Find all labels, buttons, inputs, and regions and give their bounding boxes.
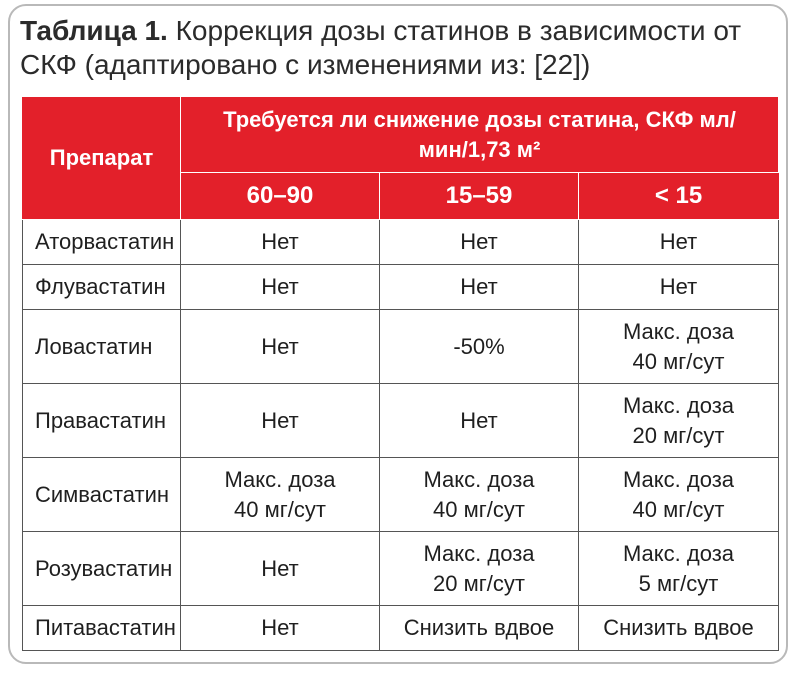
table-cell: Макс. доза 40 мг/сут [577,457,780,532]
cell-line: Макс. доза [622,318,735,344]
drug-name: Розувастатин [22,531,181,606]
cell-line: 40 мг/сут [234,496,326,522]
table-cell: -50% [379,309,579,384]
cell-line: 20 мг/сут [632,422,725,448]
table-cell: Нет [180,531,380,606]
table-cell: Макс. доза 40 мг/сут [180,457,380,532]
cell-line: 40 мг/сут [433,496,525,522]
cell-line: Макс. доза [224,466,336,492]
table-cell: Макс. доза 20 мг/сут [577,383,780,458]
cell-line: Макс. доза [622,540,735,566]
drug-name: Питавастатин [22,605,181,651]
cell-line: 40 мг/сут [632,496,725,522]
drug-name: Флувастатин [22,264,181,310]
drug-name: Аторвастатин [22,219,181,265]
table-cell: Макс. доза 40 мг/сут [577,309,780,384]
caption-lead: Таблица 1. [20,15,168,46]
band-header-60-90: 60–90 [180,172,380,220]
cell-line: Макс. доза [423,540,535,566]
statin-dose-table: Препарат Требуется ли снижение дозы стат… [22,96,780,651]
cell-line: Макс. доза [423,466,535,492]
table-row: Питавастатин Нет Снизить вдвое Снизить в… [22,605,780,651]
gfr-group-header: Требуется ли снижение дозы статина, СКФ … [179,96,780,173]
cell-line: 40 мг/сут [632,348,725,374]
table-row: Правастатин Нет Нет Макс. доза 20 мг/сут [22,383,780,458]
table-cell: Нет [180,219,380,265]
drug-column-header: Препарат [22,96,181,220]
table-row: Симвастатин Макс. доза 40 мг/сут Макс. д… [22,457,780,532]
table-cell: Нет [180,605,380,651]
table-cell: Снизить вдвое [379,605,579,651]
cell-line: 20 мг/сут [433,570,525,596]
caption-text: Коррекция дозы статинов в зависимости от… [20,15,742,80]
table-cell: Снизить вдвое [577,605,780,651]
table-cell: Макс. доза 20 мг/сут [379,531,579,606]
table-cell: Нет [180,309,380,384]
drug-name: Симвастатин [22,457,181,532]
table-cell: Макс. доза 5 мг/сут [577,531,780,606]
table-cell: Нет [577,219,780,265]
cell-line: Макс. доза [622,392,735,418]
table-cell: Нет [379,219,579,265]
table-cell: Нет [379,383,579,458]
table-row: Флувастатин Нет Нет Нет [22,264,780,310]
gfr-group-header-line2: мин/1,73 м² [418,136,541,162]
table-cell: Нет [180,264,380,310]
table-cell: Макс. доза 40 мг/сут [379,457,579,532]
band-header-15-59: 15–59 [379,172,579,220]
drug-name: Правастатин [22,383,181,458]
table-row: Розувастатин Нет Макс. доза 20 мг/сут Ма… [22,531,780,606]
table-row: Аторвастатин Нет Нет Нет [22,219,780,265]
cell-line: Макс. доза [622,466,735,492]
table-cell: Нет [180,383,380,458]
table-row: Ловастатин Нет -50% Макс. доза 40 мг/сут [22,309,780,384]
table-caption: Таблица 1. Коррекция дозы статинов в зав… [20,14,760,82]
table-cell: Нет [577,264,780,310]
cell-line: 5 мг/сут [638,570,719,596]
drug-name: Ловастатин [22,309,181,384]
gfr-group-header-line1: Требуется ли снижение дозы статина, СКФ … [223,106,736,132]
band-header-under-15: < 15 [577,172,780,220]
table-cell: Нет [379,264,579,310]
